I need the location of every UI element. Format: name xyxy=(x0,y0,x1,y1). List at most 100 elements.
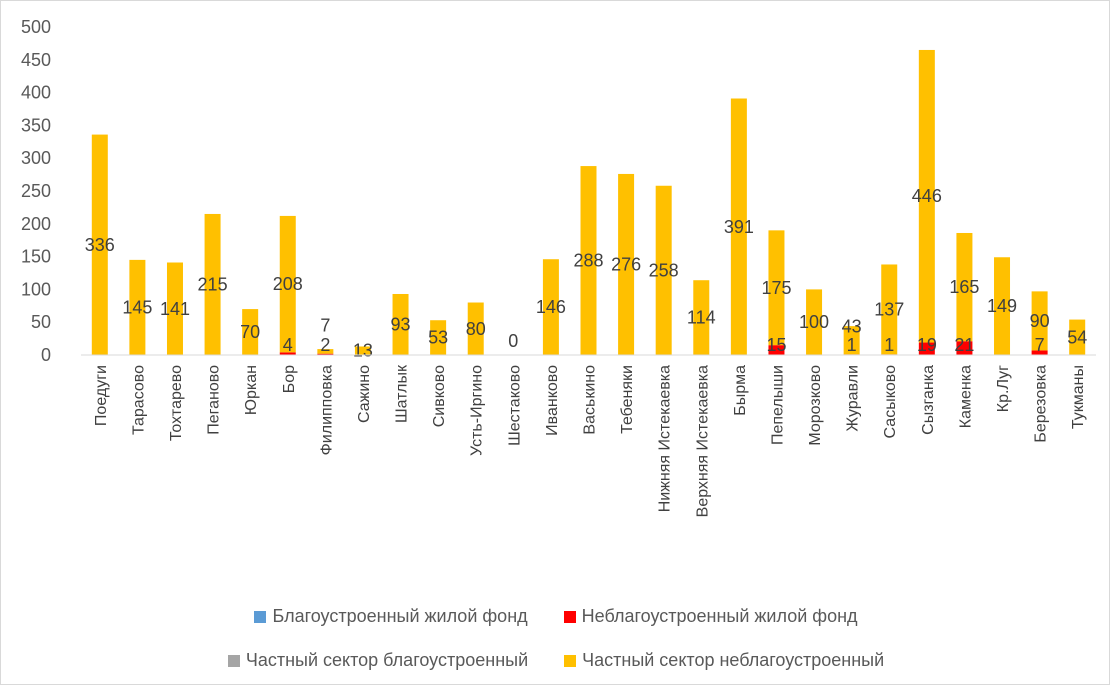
bar-segment xyxy=(1069,319,1086,355)
x-tick-label: Кр.Луг xyxy=(995,365,1012,412)
data-label: 446 xyxy=(912,186,942,206)
legend-label: Частный сектор благоустроенный xyxy=(245,650,529,670)
bar-segment xyxy=(467,302,484,355)
data-label: 0 xyxy=(508,331,518,351)
x-tick-label: Каменка xyxy=(957,365,974,428)
x-tick-label: Сивково xyxy=(431,365,448,427)
x-tick-label: Тебеняки xyxy=(619,365,636,434)
data-label: 258 xyxy=(649,260,679,280)
x-tick-label: Васькино xyxy=(582,365,599,435)
x-tick-label: Березовка xyxy=(1033,365,1050,443)
data-label: 208 xyxy=(273,274,303,294)
x-tick-label: Сасыково xyxy=(882,365,899,439)
x-tick-label: Шестаково xyxy=(506,365,523,446)
y-tick-label: 50 xyxy=(31,312,51,332)
bar-segment xyxy=(956,341,973,355)
x-tick-label: Тарасово xyxy=(130,365,147,435)
legend-item-chastny-blag: Частный сектор благоустроенный xyxy=(227,650,529,671)
data-label: 276 xyxy=(611,254,641,274)
x-tick-label: Шатлык xyxy=(394,364,411,423)
x-tick-label: Пепелыши xyxy=(769,365,786,445)
legend-row-2: Частный сектор благоустроенный Частный с… xyxy=(1,650,1111,671)
data-label: 1 xyxy=(884,335,894,355)
bar-segment xyxy=(129,259,146,355)
data-label: 90 xyxy=(1030,311,1050,331)
data-label: 336 xyxy=(85,235,115,255)
x-tick-label: Морозково xyxy=(807,365,824,446)
bar-segment xyxy=(768,230,785,346)
data-label: 54 xyxy=(1067,327,1087,347)
data-label: 43 xyxy=(842,316,862,336)
bar-segment xyxy=(279,352,296,355)
bar-segment xyxy=(918,49,935,343)
x-axis: Поедуги Тарасово Тохтарево Пеганово Юркан Бор… xyxy=(81,354,1096,517)
x-tick-label: Тукманы xyxy=(1070,365,1087,429)
bar-segment xyxy=(918,342,935,355)
y-tick-label: 150 xyxy=(21,247,51,267)
x-tick-label: Бор xyxy=(281,365,298,393)
y-tick-label: 350 xyxy=(21,115,51,135)
x-tick-label: Журавли xyxy=(845,365,862,432)
x-tick-label: Пеганово xyxy=(206,365,223,435)
bar-segment xyxy=(843,326,860,355)
bar-segment xyxy=(204,213,221,355)
x-tick-label: Верхняя Истекаевка xyxy=(694,365,711,517)
data-label: 175 xyxy=(761,278,791,298)
legend-swatch-blue xyxy=(254,610,267,623)
data-label: 21 xyxy=(954,335,974,355)
data-label: 80 xyxy=(466,319,486,339)
bar-segment xyxy=(580,166,597,355)
data-label: 7 xyxy=(1035,335,1045,355)
bar-segment xyxy=(279,215,296,353)
bar-segment xyxy=(730,98,747,355)
legend-label: Неблагоустроенный жилой фонд xyxy=(581,606,858,626)
y-axis: 0 50 100 150 200 250 300 350 400 450 500 xyxy=(21,17,51,365)
bar-segment xyxy=(1031,350,1048,355)
bar-segment xyxy=(242,309,259,355)
legend-label: Благоустроенный жилой фонд xyxy=(272,606,528,626)
x-tick-label: Бырма xyxy=(732,365,749,416)
y-tick-label: 0 xyxy=(41,345,51,365)
data-label: 165 xyxy=(949,277,979,297)
bar-segment xyxy=(655,185,672,355)
legend-swatch-gray xyxy=(227,654,240,667)
data-label: 215 xyxy=(198,274,228,294)
bar-segment xyxy=(91,134,108,355)
bar-segment xyxy=(166,262,183,355)
legend-label: Частный сектор неблагоустроенный xyxy=(582,650,885,670)
x-tick-label: Сажино xyxy=(356,365,373,423)
bar-segment xyxy=(317,353,334,355)
x-tick-label: Филипповка xyxy=(318,365,335,455)
data-label: 13 xyxy=(353,341,373,361)
bar-segment xyxy=(317,349,334,354)
x-tick-label: Усть-Иргино xyxy=(469,365,486,456)
data-label: 1 xyxy=(847,335,857,355)
bar-segment xyxy=(542,259,559,355)
bar-segment xyxy=(693,280,710,355)
bar-segment xyxy=(994,257,1011,355)
legend-swatch-red xyxy=(563,610,576,623)
bar-segment xyxy=(881,264,898,355)
data-label: 288 xyxy=(573,251,603,271)
legend-swatch-yellow xyxy=(564,654,577,667)
bar-segment xyxy=(1031,291,1048,351)
x-tick-label: Нижняя Истекаевка xyxy=(657,365,674,512)
y-tick-label: 200 xyxy=(21,214,51,234)
bar-segment xyxy=(806,289,823,355)
bar-segment xyxy=(768,345,785,355)
y-tick-label: 400 xyxy=(21,83,51,103)
data-label: 141 xyxy=(160,299,190,319)
x-tick-label: Поедуги xyxy=(93,365,110,426)
data-label: 100 xyxy=(799,312,829,332)
x-tick-label: Юркан xyxy=(243,365,260,415)
bars xyxy=(91,49,1086,355)
data-label: 137 xyxy=(874,299,904,319)
y-tick-label: 500 xyxy=(21,17,51,37)
y-tick-label: 450 xyxy=(21,50,51,70)
x-tick-label: Сызганка xyxy=(920,365,937,435)
y-tick-label: 300 xyxy=(21,148,51,168)
data-label: 4 xyxy=(283,335,293,355)
